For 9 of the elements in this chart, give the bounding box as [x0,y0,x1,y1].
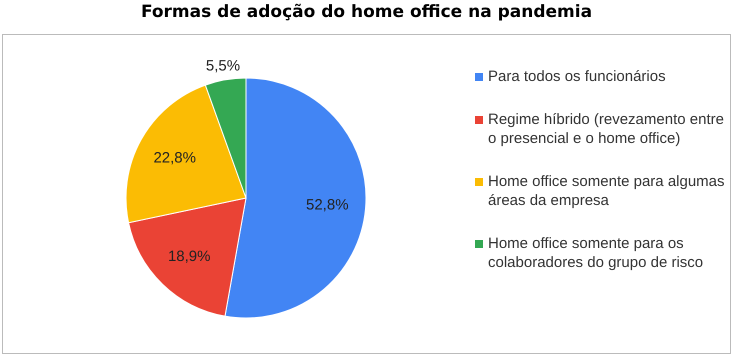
data-label: 22,8% [153,150,196,167]
legend-label: Para todos os funcionários [488,67,666,86]
legend-label: Home office somente para algumas áreas da empresa [488,172,725,210]
data-label: 52,8% [306,196,349,214]
chart-title: Formas de adoção do home office na pandemia [140,2,594,22]
data-label: 5,5% [206,57,240,74]
data-label: 18,9% [168,248,210,266]
legend-label: Regime híbrido (revezamento entre o presencial e o home office) [488,110,725,148]
legend-label: Home office somente para os colaboradores do grupo de risco [488,234,704,272]
